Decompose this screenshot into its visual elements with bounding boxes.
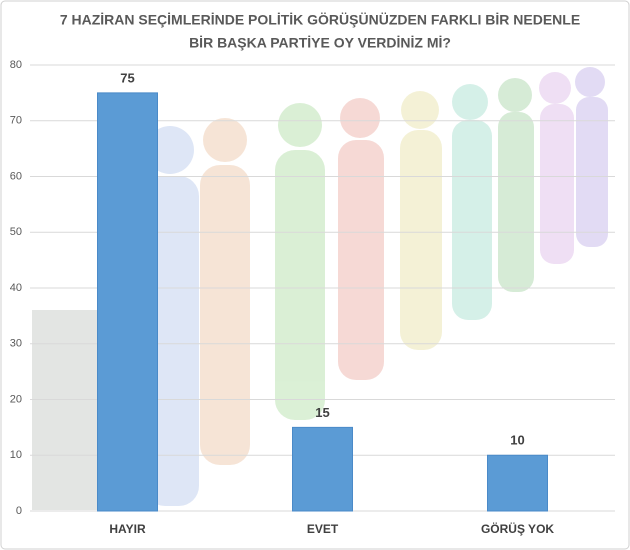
x-tick-label: GÖRÜŞ YOK: [481, 521, 554, 536]
bar: [97, 92, 158, 512]
y-tick-label: 60: [10, 170, 22, 182]
y-tick-label: 10: [10, 449, 22, 461]
value-label: 15: [315, 405, 329, 420]
y-tick-label: 80: [10, 59, 22, 71]
value-label: 10: [510, 433, 524, 448]
chart-title: BİR BAŞKA PARTİYE OY VERDİNİZ Mİ?: [189, 35, 451, 51]
y-tick-label: 20: [10, 393, 22, 405]
y-tick-label: 0: [16, 505, 22, 517]
chart-title: 7 HAZİRAN SEÇİMLERİNDE POLİTİK GÖRÜŞÜNÜZ…: [60, 12, 580, 28]
value-label: 75: [120, 70, 134, 85]
y-tick-label: 30: [10, 338, 22, 350]
bar: [292, 426, 353, 512]
y-tick-label: 40: [10, 282, 22, 294]
x-tick-label: HAYIR: [109, 522, 146, 536]
bar: [487, 454, 548, 512]
x-tick-label: EVET: [307, 522, 339, 536]
y-tick-label: 50: [10, 226, 22, 238]
y-tick-label: 70: [10, 115, 22, 127]
